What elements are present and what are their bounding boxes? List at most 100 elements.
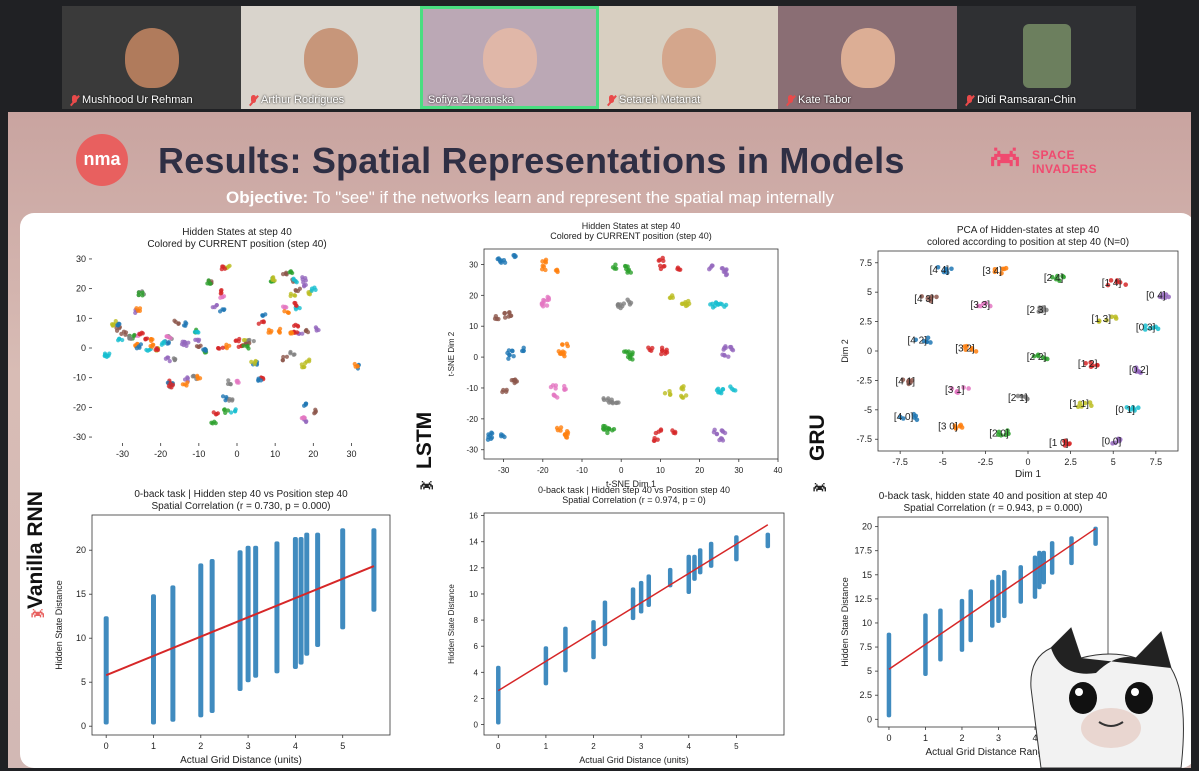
participant-tile[interactable]: Mushhood Ur Rehman (62, 6, 241, 109)
scatter-point (610, 428, 615, 433)
x-tick-label: 1 (544, 742, 549, 751)
y-axis-label: Hidden State Distance (840, 577, 850, 667)
cluster-label: [3 0] (938, 421, 958, 432)
participant-name-text: Arthur Rodrigues (261, 94, 345, 106)
scatter-point (270, 277, 275, 283)
scatter-point (172, 318, 177, 323)
mic-off-icon (965, 94, 974, 106)
scatter-point (149, 336, 154, 342)
participant-tile[interactable]: Kate Tabor (778, 6, 957, 109)
scatter-point (934, 294, 939, 300)
invader-shape (31, 609, 44, 618)
x-axis-label: Actual Grid Distance (units) (579, 755, 689, 765)
scatter-point (1062, 438, 1067, 444)
participant-tile[interactable]: Setareh Metanat (599, 6, 778, 109)
scatter-point (260, 313, 266, 318)
distance-column (209, 559, 215, 713)
y-tick-label: 10 (469, 322, 478, 331)
x-tick-label: 10 (656, 466, 665, 475)
scatter-point (935, 264, 941, 270)
scatter-point (222, 407, 227, 412)
scatter-point (722, 304, 727, 309)
invader-shape (420, 481, 433, 490)
scatter-point (277, 326, 283, 331)
y-tick-label: -5 (864, 405, 872, 415)
participant-name-text: Kate Tabor (798, 94, 852, 106)
scatter-point (719, 266, 725, 271)
scatter-point (225, 381, 231, 387)
x-tick-label: 5 (1111, 457, 1116, 467)
scatter-point (297, 306, 302, 311)
y-tick-label: 15 (76, 589, 86, 599)
scatter-point (295, 323, 300, 328)
scatter-point (215, 411, 221, 416)
participant-name-text: Mushhood Ur Rehman (82, 94, 193, 106)
row-label-vanilla-rnn: Vanilla RNN (24, 491, 48, 609)
cluster-label: [3 3] (971, 300, 991, 311)
scatter-point (678, 393, 684, 399)
scatter-point (292, 323, 297, 328)
scatter-point (197, 376, 203, 381)
scatter-point (191, 373, 196, 378)
scatter-point (222, 307, 227, 312)
participant-name: Sofiya Zbaranska (428, 94, 514, 106)
distance-column (646, 574, 652, 608)
plot-frame (91, 514, 391, 736)
scatter-point (562, 354, 567, 359)
scatter-point (963, 347, 969, 353)
distance-column (686, 554, 692, 594)
scatter-point (722, 430, 728, 436)
scatter-point (117, 336, 122, 342)
scatter-point (992, 269, 998, 275)
scatter-point (220, 295, 225, 300)
scatter-point (628, 270, 633, 275)
row-label-gru: GRU (806, 414, 830, 461)
scatter-point (223, 410, 228, 416)
scatter-point (229, 410, 234, 415)
participant-video (482, 28, 537, 88)
chart-title: Hidden States at step 40 (582, 221, 681, 231)
scatter-point (299, 362, 304, 367)
distance-column (996, 574, 1001, 623)
y-axis-label: Hidden State Distance (447, 584, 456, 664)
scatter-point (1075, 404, 1081, 410)
scatter-point (553, 268, 559, 273)
y-axis-label: t-SNE Dim 2 (447, 331, 456, 376)
scatter-point (159, 342, 164, 347)
scatter-point (227, 396, 232, 402)
cluster-label: [4 2] (907, 335, 927, 346)
scatter-point (1044, 307, 1049, 313)
space-invader-icon (991, 147, 1019, 167)
y-tick-label: 10 (862, 618, 872, 628)
cluster-label: [1 0] (1049, 438, 1069, 449)
scatter-point (618, 302, 623, 307)
scatter-point (489, 431, 495, 436)
participant-tile[interactable]: Sofiya Zbaranska (420, 6, 599, 109)
scatter-point (944, 270, 950, 275)
chart-subtitle: Spatial Correlation (r = 0.943, p = 0.00… (904, 503, 1083, 514)
distance-column (734, 535, 739, 562)
y-tick-label: 4 (474, 668, 479, 677)
scatter-point (137, 308, 143, 313)
scatter-point (312, 285, 317, 290)
scatter-point (287, 270, 292, 275)
scatter-point (719, 428, 724, 433)
scatter-point (220, 264, 225, 269)
scatter-point (521, 348, 526, 354)
scatter-point (657, 257, 662, 263)
scatter-point (679, 386, 684, 391)
scatter-point (554, 425, 560, 431)
participant-strip: Mushhood Ur Rehman Arthur Rodrigues Sofiya… (62, 6, 1137, 109)
scatter-point (1108, 278, 1114, 283)
participant-tile[interactable]: Arthur Rodrigues (241, 6, 420, 109)
scatter-point (658, 427, 664, 432)
participant-tile[interactable]: Didi Ramsaran-Chin (957, 6, 1136, 109)
y-tick-label: -20 (73, 402, 86, 412)
scatter-point (220, 394, 226, 399)
scatter-point (502, 315, 508, 320)
chart-subtitle: Colored by CURRENT position (step 40) (147, 239, 326, 250)
y-tick-label: -10 (73, 373, 86, 383)
distance-column (591, 620, 596, 660)
chart-subtitle: Spatial Correlation (r = 0.730, p = 0.00… (152, 501, 331, 512)
